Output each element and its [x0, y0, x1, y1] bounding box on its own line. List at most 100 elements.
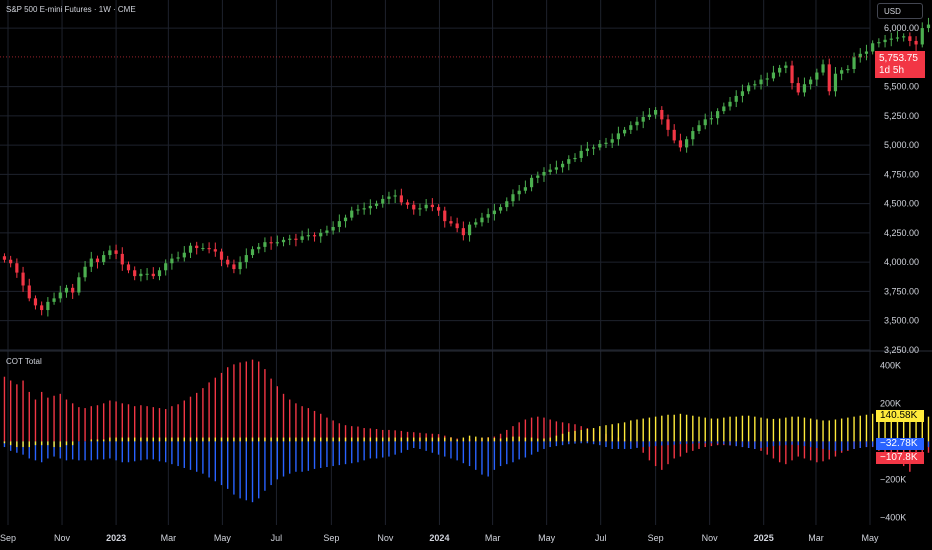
candle-body — [399, 195, 403, 203]
candle-body — [356, 209, 360, 211]
candle-body — [474, 222, 478, 225]
candle-body — [312, 235, 317, 237]
price-tick-label: 4,750.00 — [884, 169, 919, 179]
candle-body — [815, 72, 819, 80]
candle-body — [188, 245, 193, 253]
candle-body — [170, 258, 174, 264]
candle-body — [480, 217, 484, 223]
candle-body — [635, 121, 639, 126]
candle-body — [623, 129, 627, 134]
grid — [0, 0, 871, 525]
candle-body — [654, 109, 658, 115]
candle-body — [257, 246, 261, 250]
candle-body — [15, 263, 19, 273]
price-tick-label: 5,500.00 — [884, 82, 919, 92]
candle-body — [647, 114, 652, 117]
candle-body — [405, 202, 410, 205]
candle-body — [219, 251, 224, 260]
time-tick-label: Mar — [485, 533, 501, 543]
candle-body — [461, 228, 465, 236]
time-tick-label: Nov — [54, 533, 71, 543]
candle-body — [920, 28, 924, 45]
candle-body — [697, 125, 701, 132]
candle-body — [263, 242, 267, 247]
candle-body — [250, 249, 255, 256]
price-tick-label: 4,000.00 — [884, 257, 919, 267]
time-tick-label: Nov — [377, 533, 394, 543]
candle-body — [430, 204, 434, 208]
currency-button[interactable]: USD — [877, 3, 923, 19]
cot-tick-label: −400K — [880, 512, 906, 522]
candle-body — [536, 175, 540, 178]
candle-body — [350, 210, 354, 218]
candle-body — [771, 72, 776, 79]
candle-body — [672, 129, 676, 141]
candle-body — [114, 250, 118, 254]
time-tick-label: 2024 — [429, 533, 449, 543]
candle-body — [598, 143, 602, 148]
time-tick-label: Nov — [702, 533, 719, 543]
candle-body — [176, 257, 180, 259]
candle-body — [387, 196, 391, 199]
candle-body — [21, 272, 25, 286]
chart-title: S&P 500 E-mini Futures · 1W · CME — [6, 5, 136, 14]
candle-body — [71, 287, 75, 293]
cot-tick-label: 400K — [880, 360, 901, 370]
candle-body — [381, 198, 385, 204]
candle-body — [368, 205, 372, 209]
candle-body — [238, 262, 242, 270]
time-tick-label: Sep — [0, 533, 16, 543]
candle-body — [325, 230, 329, 233]
candle-body — [58, 292, 62, 299]
candle-body — [486, 214, 490, 218]
cot-tag-yellow: 140.58K — [876, 410, 924, 422]
candle-body — [666, 119, 670, 130]
candle-body — [207, 248, 211, 250]
time-tick-label: Mar — [808, 533, 824, 543]
candle-body — [784, 65, 788, 68]
candle-body — [926, 24, 931, 29]
candle-body — [678, 140, 683, 148]
candle-body — [393, 195, 397, 197]
candle-body — [33, 298, 38, 306]
candle-body — [716, 111, 720, 119]
candle-body — [331, 226, 335, 231]
price-tick-label: 4,250.00 — [884, 228, 919, 238]
candles — [0, 17, 931, 317]
candle-body — [765, 78, 769, 80]
candle-body — [89, 258, 93, 267]
time-tick-label: Mar — [161, 533, 177, 543]
candle-body — [108, 250, 112, 256]
candle-body — [498, 207, 503, 211]
candle-body — [554, 167, 558, 170]
last-price-value: 5,753.75 — [879, 52, 918, 64]
time-tick-label: Jul — [271, 533, 283, 543]
candle-body — [833, 73, 838, 92]
price-tick-label: 5,250.00 — [884, 111, 919, 121]
candle-body — [418, 208, 422, 210]
candle-body — [809, 79, 813, 85]
cot-tick-label: −200K — [880, 474, 906, 484]
candle-body — [790, 65, 794, 84]
candle-body — [337, 221, 341, 227]
time-tick-label: May — [861, 533, 879, 543]
price-axis: 3,250.00 3,500.00 3,750.00 4,000.00 4,250.00… — [884, 23, 919, 355]
time-tick-label: Jul — [595, 533, 607, 543]
candle-body — [275, 242, 279, 244]
candle-body — [343, 217, 348, 222]
candle-body — [660, 109, 664, 120]
cot-tag-blue: −32.78K — [876, 438, 924, 450]
candle-body — [821, 64, 825, 73]
candle-body — [753, 84, 757, 86]
candle-body — [895, 37, 900, 39]
candle-body — [610, 139, 614, 143]
price-tick-label: 6,000.00 — [884, 23, 919, 33]
candle-body — [424, 204, 428, 209]
candle-body — [269, 242, 273, 244]
candle-body — [722, 106, 726, 112]
candle-body — [709, 118, 714, 120]
candle-body — [691, 131, 695, 140]
candle-body — [846, 69, 850, 71]
candle-body — [517, 190, 521, 195]
candle-body — [9, 259, 13, 264]
